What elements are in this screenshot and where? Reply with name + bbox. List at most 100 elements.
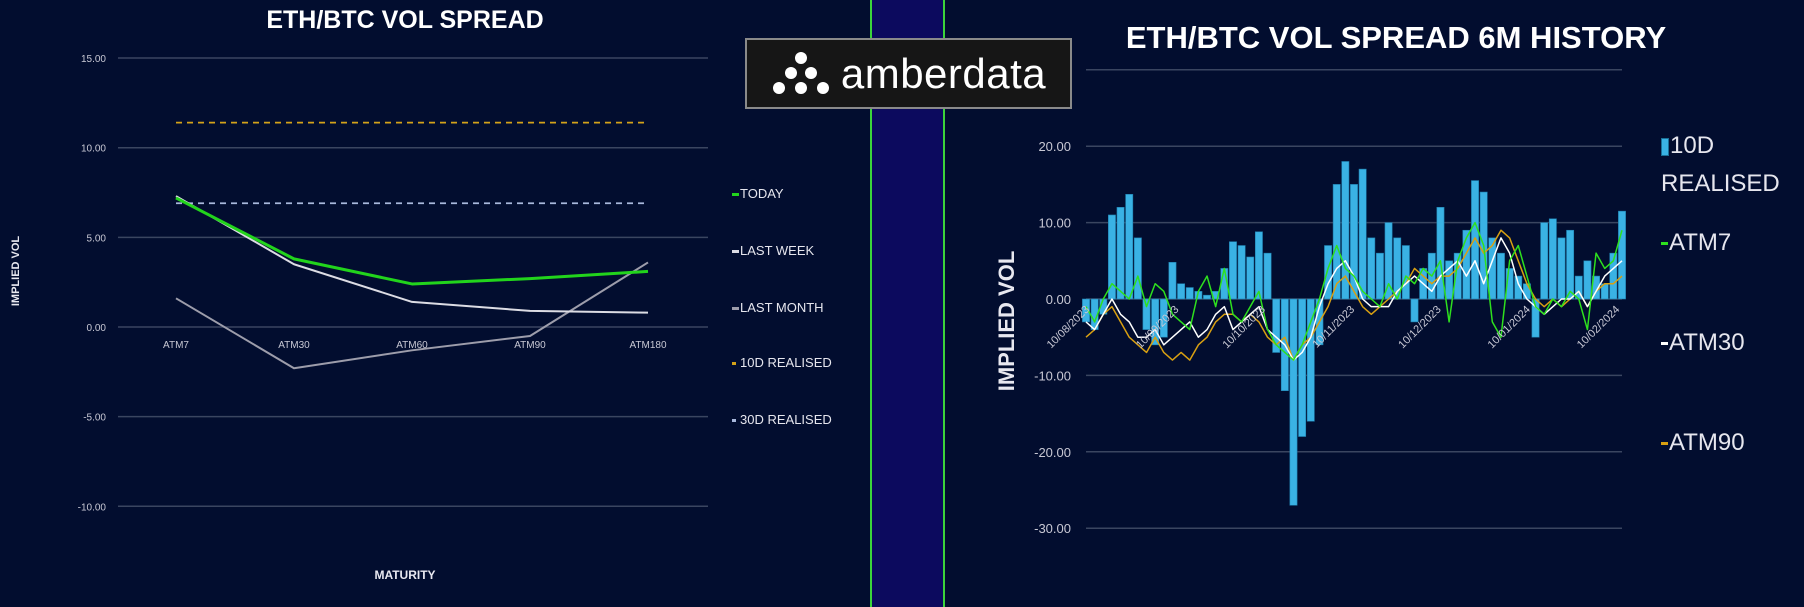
- left-x-axis-label: MATURITY: [374, 568, 436, 582]
- bar-10d-realised: [1505, 268, 1514, 300]
- bar-10d-realised: [1229, 241, 1237, 300]
- bar-10d-realised: [1254, 231, 1263, 300]
- bar-10d-realised: [1376, 252, 1384, 300]
- bar-10d-realised: [1125, 194, 1134, 300]
- series-line-atm7: [1085, 221, 1623, 361]
- bar-10d-realised: [1471, 180, 1479, 300]
- legend-swatch: [732, 193, 739, 197]
- legend-item-atm30: ATM30: [1661, 324, 1745, 362]
- bar-10d-realised: [1168, 262, 1177, 300]
- legend-item-today: TODAY: [732, 186, 784, 201]
- legend-item-atm90: ATM90: [1661, 424, 1745, 462]
- legend-swatch: [1661, 442, 1668, 446]
- legend-item-atm7: ATM7: [1661, 224, 1731, 262]
- legend-swatch: [1661, 242, 1668, 246]
- bar-10d-realised: [1453, 252, 1462, 300]
- x-tick-label: ATM90: [514, 340, 546, 351]
- amberdata-logo: amberdata: [745, 38, 1072, 109]
- bar-10d-realised: [1548, 218, 1557, 300]
- legend-item-10d-realised: 10D REALISED: [732, 355, 832, 370]
- x-tick-label: 10/12/2023: [1396, 304, 1443, 351]
- bar-10d-realised: [1133, 237, 1142, 300]
- x-tick-label: ATM60: [396, 340, 428, 351]
- bar-10d-realised: [1341, 161, 1350, 300]
- bar-10d-realised: [1116, 207, 1125, 300]
- y-tick-label: 0.00: [87, 323, 107, 334]
- bar-10d-realised: [1462, 229, 1471, 300]
- logo-text: amberdata: [840, 49, 1047, 97]
- y-tick-label: 20.00: [1038, 139, 1071, 154]
- x-tick-label: ATM180: [629, 340, 666, 351]
- legend-swatch: [1661, 342, 1668, 346]
- legend-label: TODAY: [740, 186, 784, 201]
- y-tick-label: -30.00: [1034, 521, 1071, 536]
- bar-10d-realised: [1350, 184, 1358, 300]
- legend-item-last-month: LAST MONTH: [732, 300, 824, 315]
- right-chart-title: ETH/BTC VOL SPREAD 6M HISTORY: [1125, 20, 1667, 55]
- legend-label: ATM90: [1669, 429, 1745, 456]
- bar-10d-realised: [1142, 298, 1151, 330]
- x-tick-label: ATM30: [278, 340, 310, 351]
- y-tick-label: 10.00: [81, 144, 106, 155]
- bar-10d-realised: [1263, 252, 1272, 300]
- y-tick-label: -10.00: [78, 502, 107, 513]
- legend-label: LAST MONTH: [740, 300, 824, 315]
- bar-10d-realised: [1436, 207, 1445, 300]
- series-line-last-week: [175, 195, 649, 314]
- bar-10d-realised: [1324, 245, 1332, 300]
- bar-10d-realised: [1410, 298, 1419, 323]
- bar-10d-realised: [1203, 294, 1211, 300]
- x-tick-label: 10/08/2023: [1045, 304, 1092, 351]
- left-chart-title: ETH/BTC VOL SPREAD: [266, 6, 544, 34]
- bar-10d-realised: [1306, 298, 1315, 422]
- y-tick-label: -10.00: [1034, 368, 1071, 383]
- y-tick-label: 5.00: [87, 233, 107, 244]
- bar-10d-realised: [1609, 252, 1618, 300]
- series-line-last-month: [175, 261, 649, 370]
- bar-10d-realised: [1289, 298, 1298, 506]
- bar-10d-realised: [1159, 298, 1168, 338]
- legend-label: 10D REALISED: [740, 355, 832, 370]
- bar-10d-realised: [1185, 287, 1194, 300]
- legend-label: 30D REALISED: [740, 412, 832, 427]
- legend-item-30d-realised: 30D REALISED: [732, 412, 832, 427]
- bar-10d-realised: [1401, 245, 1410, 300]
- legend-item-10d-realised: 10D REALISED: [1661, 127, 1780, 203]
- bar-10d-realised: [1332, 184, 1341, 300]
- bar-10d-realised: [1177, 283, 1186, 300]
- legend-swatch: [732, 307, 739, 311]
- legend-label: LAST WEEK: [740, 243, 815, 258]
- amberdata-dots-icon: [772, 51, 829, 94]
- legend-swatch: [732, 419, 736, 423]
- bar-10d-realised: [1246, 256, 1255, 300]
- x-tick-label: 10/10/2023: [1220, 304, 1267, 351]
- y-tick-label: 0.00: [1046, 292, 1071, 307]
- bar-10d-realised: [1445, 260, 1454, 300]
- bar-10d-realised: [1358, 168, 1367, 300]
- bar-10d-realised: [1557, 237, 1566, 300]
- x-tick-label: 10/01/2024: [1486, 304, 1533, 351]
- bar-10d-realised: [1298, 298, 1307, 437]
- bar-10d-realised: [1583, 260, 1592, 300]
- legend-label: ATM30: [1669, 329, 1745, 356]
- y-tick-label: -5.00: [83, 413, 106, 424]
- y-tick-label: -20.00: [1034, 445, 1071, 460]
- legend-swatch: [732, 250, 739, 254]
- bar-10d-realised: [1514, 275, 1523, 300]
- bar-10d-realised: [1540, 222, 1549, 300]
- bar-10d-realised: [1272, 298, 1281, 353]
- bar-10d-realised: [1618, 210, 1626, 300]
- legend-swatch: [732, 362, 736, 366]
- y-tick-label: 10.00: [1038, 216, 1071, 231]
- legend-item-last-week: LAST WEEK: [732, 243, 814, 258]
- legend-swatch: [1661, 137, 1669, 156]
- bar-10d-realised: [1497, 252, 1505, 300]
- series-line-today: [175, 196, 649, 286]
- bar-10d-realised: [1237, 245, 1246, 300]
- bar-10d-realised: [1367, 237, 1376, 300]
- legend-label: ATM7: [1669, 229, 1732, 256]
- y-tick-label: 15.00: [81, 54, 106, 65]
- bar-10d-realised: [1151, 298, 1160, 346]
- x-tick-label: ATM7: [163, 340, 189, 351]
